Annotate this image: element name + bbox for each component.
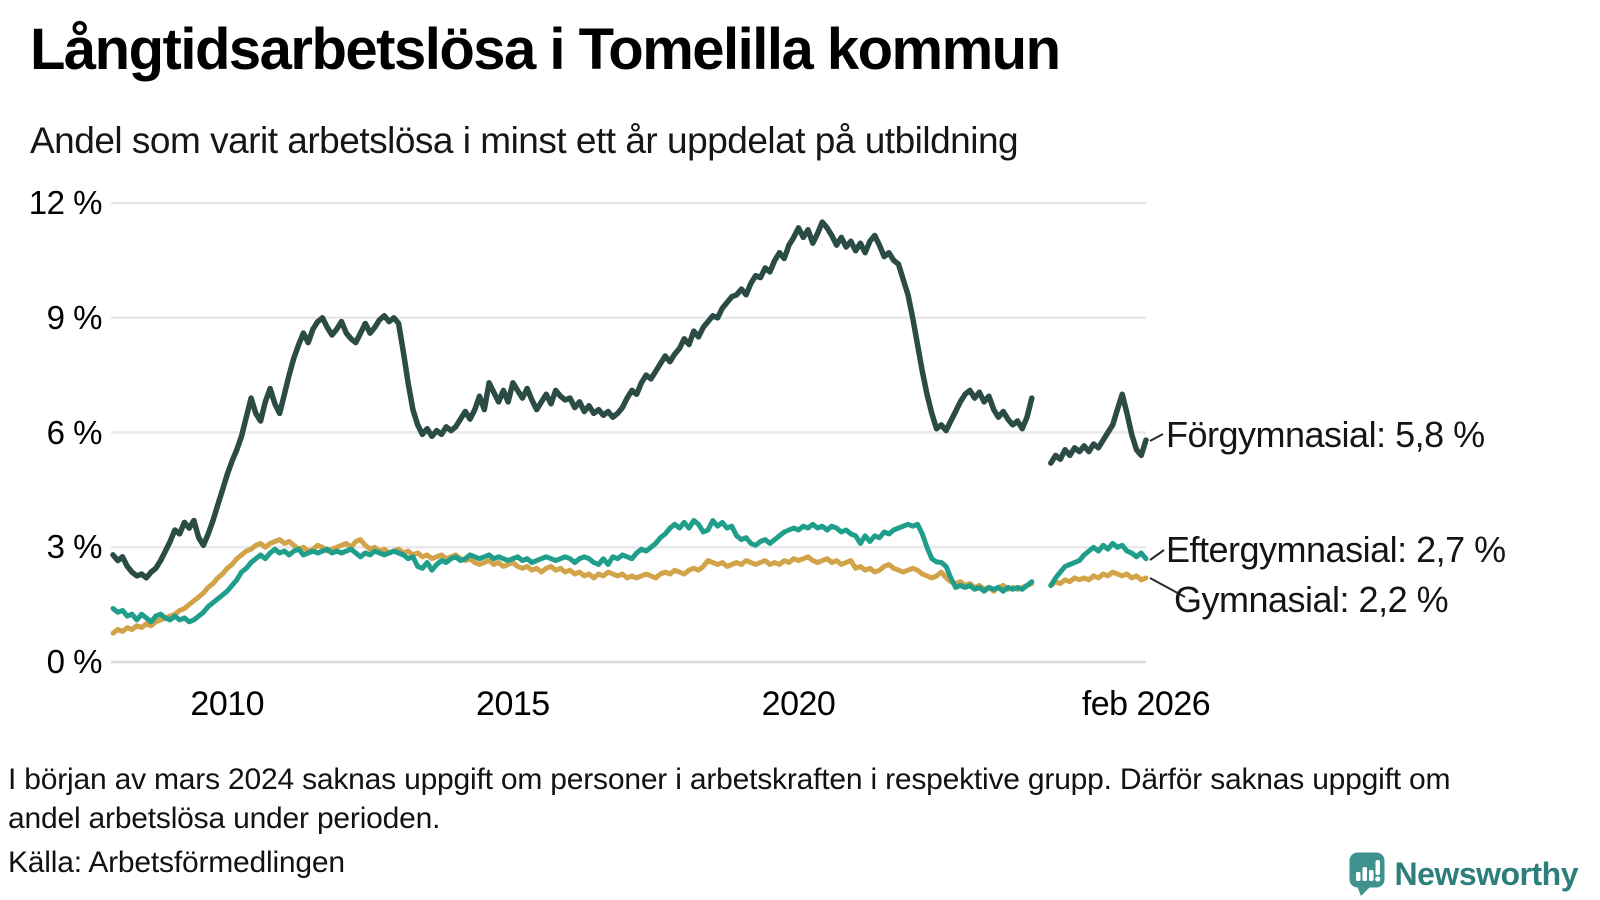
x-tick-label-feb-2026: feb 2026 (1081, 685, 1211, 723)
x-tick-label-2015: 2015 (476, 685, 550, 723)
newsworthy-logo: Newsworthy (1349, 852, 1579, 896)
x-tick-label-2020: 2020 (761, 685, 836, 723)
series-label-gymnasial: Gymnasial: 2,2 % (1174, 579, 1449, 620)
newsworthy-wordmark: Newsworthy (1394, 855, 1579, 892)
footnote: I början av mars 2024 saknas uppgift om … (8, 763, 1451, 835)
y-tick-label-9: 9 % (46, 298, 103, 336)
y-tick-label-0: 0 % (46, 643, 103, 680)
series-label-forgymnasial: Förgymnasial: 5,8 % (1166, 414, 1485, 455)
source-text: Källa: Arbetsförmedlingen (8, 846, 345, 879)
x-tick-label-2010: 2010 (190, 685, 265, 723)
series-line-gymnasial (110, 537, 1149, 636)
label-connector-gymnasial (1149, 577, 1186, 598)
y-tick-label-6: 6 % (46, 413, 103, 451)
y-tick-label-3: 3 % (46, 528, 103, 566)
y-tick-label-12: 12 % (28, 184, 103, 221)
series-line-förgymnasial (110, 219, 1149, 581)
chart-subtitle: Andel som varit arbetslösa i minst ett å… (30, 120, 1019, 161)
label-connector-förgymnasial (1149, 433, 1164, 442)
label-connector-eftergymnasial (1149, 549, 1165, 561)
chart-title: Långtidsarbetslösa i Tomelilla kommun (30, 17, 1061, 82)
newsworthy-icon (1349, 852, 1385, 896)
series-line-eftergymnasial (110, 518, 1149, 625)
series-label-eftergymnasial: Eftergymnasial: 2,7 % (1166, 529, 1506, 570)
